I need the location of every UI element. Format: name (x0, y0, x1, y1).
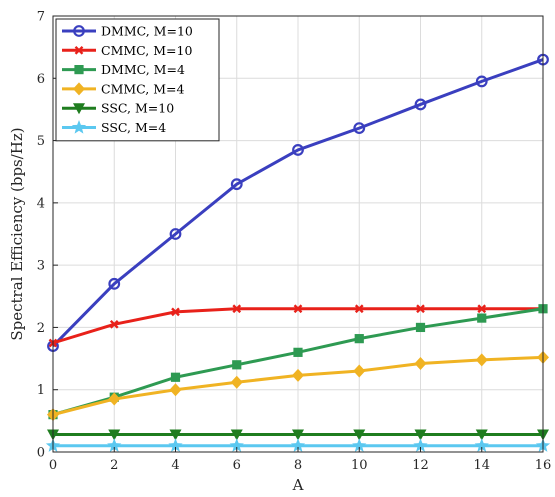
series-2-point-marker (477, 304, 487, 314)
series-5-point-marker (475, 429, 488, 441)
legend-label: SSC, M=4 (101, 120, 166, 135)
y-tick-label: 3 (37, 259, 45, 274)
series-6-point-marker (413, 438, 428, 452)
series-3-point-marker (170, 372, 181, 382)
legend-marker (74, 45, 84, 55)
series-4 (47, 350, 549, 422)
x-tick-label: 2 (110, 458, 118, 473)
legend-marker (73, 25, 85, 37)
series-6-point-marker (474, 438, 489, 452)
y-tick-label: 2 (37, 321, 45, 336)
legend-entry-5: SSC, M=10 (62, 101, 174, 116)
series-5-point-marker (230, 429, 243, 441)
x-tick-label: 12 (412, 458, 429, 473)
series-1-point-marker (230, 178, 243, 191)
series-4-point-marker (108, 392, 121, 406)
series-1-point-marker (292, 144, 304, 156)
series-5-point-marker (414, 429, 427, 441)
y-tick-label: 6 (37, 72, 45, 87)
series-4-point-marker (414, 357, 427, 371)
series-3-point-marker (477, 313, 487, 323)
series-6-point-marker (107, 438, 122, 452)
series-4-point-marker (292, 368, 304, 382)
legend-marker (71, 120, 87, 134)
x-tick-label: 14 (473, 458, 490, 473)
series-2-point-marker (171, 307, 180, 317)
legend-label: DMMC, M=10 (101, 24, 193, 39)
y-tick-label: 7 (37, 10, 45, 25)
series-6-point-marker (290, 438, 306, 452)
series-1-point-marker (353, 122, 366, 135)
series-2-point-marker (293, 304, 303, 314)
series-4-point-marker (475, 353, 488, 367)
series-1-line (51, 58, 544, 348)
series-6-point-marker (168, 438, 183, 452)
series-2-point-marker (354, 304, 364, 314)
x-tick-label: 16 (535, 458, 552, 473)
series-2-point-marker (109, 319, 119, 329)
y-tick-label: 5 (37, 134, 45, 149)
y-tick-label: 1 (37, 383, 45, 398)
series-4-point-marker (169, 383, 182, 397)
x-axis-label: A (292, 476, 304, 494)
legend-entry-1: DMMC, M=10 (62, 24, 193, 39)
series-3-point-marker (415, 322, 426, 333)
series-3-point-marker (354, 334, 364, 344)
series-2-point-marker (416, 304, 425, 314)
series-1-point-marker (414, 98, 427, 111)
series-1-point-marker (475, 75, 488, 88)
series-1-point-marker (169, 228, 182, 240)
data-series (45, 53, 551, 452)
legend-label: DMMC, M=4 (101, 62, 185, 77)
series-5-point-marker (353, 429, 366, 441)
series-6-point-marker (352, 438, 367, 452)
legend: DMMC, M=10 CMMC, M=10 DMMC, M=4 CMMC, M=4 SS… (55, 18, 220, 142)
y-axis-label: Spectral Efficiency (bps/Hz) (8, 127, 26, 340)
series-5 (47, 429, 549, 441)
series-4-point-marker (230, 375, 243, 389)
x-tick-label: 6 (233, 458, 241, 473)
series-1-point-marker (108, 277, 121, 290)
legend-label: CMMC, M=10 (101, 43, 192, 58)
x-tick-label: 4 (171, 458, 179, 473)
legend-entry-6: SSC, M=4 (62, 120, 166, 135)
series-4-point-marker (353, 364, 366, 378)
legend-marker (74, 65, 84, 75)
series-3-point-marker (293, 347, 303, 357)
series-5-point-marker (292, 429, 304, 441)
legend-entry-2: CMMC, M=10 (62, 43, 192, 58)
x-tick-label: 10 (351, 458, 368, 473)
legend-label: CMMC, M=4 (101, 81, 185, 96)
y-tick-label: 0 (37, 446, 45, 461)
legend-entry-4: CMMC, M=4 (62, 81, 185, 96)
series-2-point-marker (232, 304, 242, 314)
series-5-point-marker (169, 429, 182, 441)
legend-entry-3: DMMC, M=4 (62, 62, 185, 77)
series-6-point-marker (229, 438, 244, 452)
series-3-point-marker (232, 360, 242, 370)
legend-marker (73, 103, 85, 115)
legend-box (55, 18, 220, 142)
x-tick-label: 8 (294, 458, 302, 473)
legend-label: SSC, M=10 (101, 101, 174, 116)
x-tick-label: 0 (49, 458, 57, 473)
y-tick-label: 4 (37, 196, 45, 211)
legend-marker (73, 82, 85, 96)
series-5-point-marker (108, 429, 121, 441)
